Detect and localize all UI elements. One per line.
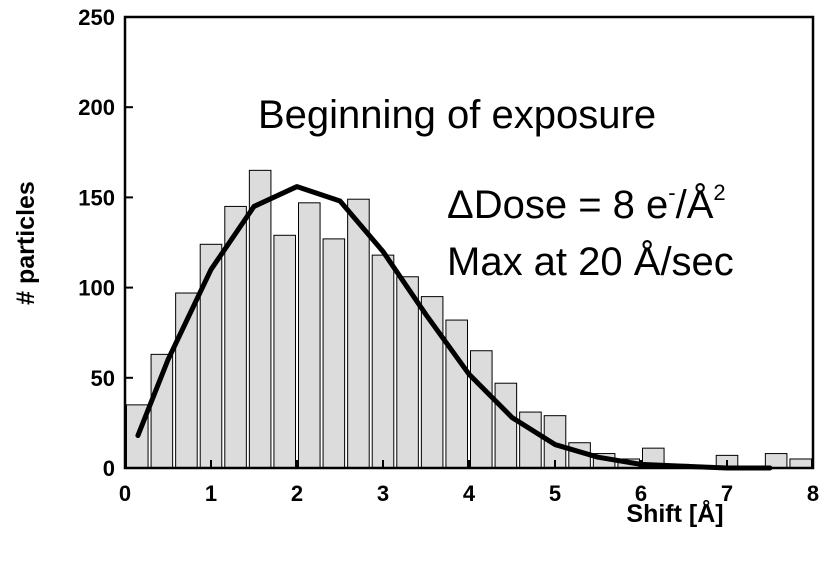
bar [519,411,542,469]
x-tick-label: 1 [205,481,217,506]
x-axis-label: Shift [Å] [626,499,723,528]
superscript: - [668,180,675,205]
x-tick-label: 6 [635,481,647,506]
x-tick-label: 3 [377,481,389,506]
annotation: Beginning of exposure [258,93,656,137]
annotation: Max at 20 Å/sec [447,239,734,284]
bar [445,319,469,469]
y-tick-label: 250 [78,5,115,30]
x-tick-label: 0 [119,481,131,506]
x-tick-label: 2 [291,481,303,506]
y-tick-label: 200 [78,95,115,120]
x-tick-label: 4 [463,481,476,506]
annotation: ΔDose = 8 e-/Å2 [447,180,726,227]
superscript: 2 [713,180,725,205]
annotation-text: /Å [676,182,714,227]
bar [298,202,321,469]
y-axis-label: # particles [12,181,40,305]
y-tick-label: 150 [78,185,115,210]
x-tick-label: 8 [807,481,819,506]
bar [347,198,370,469]
y-tick-label: 100 [78,276,115,301]
bar [248,169,272,469]
x-tick-label: 7 [721,481,733,506]
x-tick-label: 5 [549,481,561,506]
bar [199,243,223,469]
annotation-text: Beginning of exposure [258,93,656,137]
bar [789,458,813,469]
y-tick-label: 50 [91,366,115,391]
bar [322,238,346,469]
fit-line [135,184,773,471]
bar [396,276,419,469]
bar [494,382,518,469]
bar [470,350,493,469]
annotation-text: ΔDose = 8 e [447,183,668,227]
y-tick-label: 0 [103,456,115,481]
bar [273,234,297,469]
bar [371,254,395,469]
annotation-text: Max at 20 Å/sec [447,239,734,284]
